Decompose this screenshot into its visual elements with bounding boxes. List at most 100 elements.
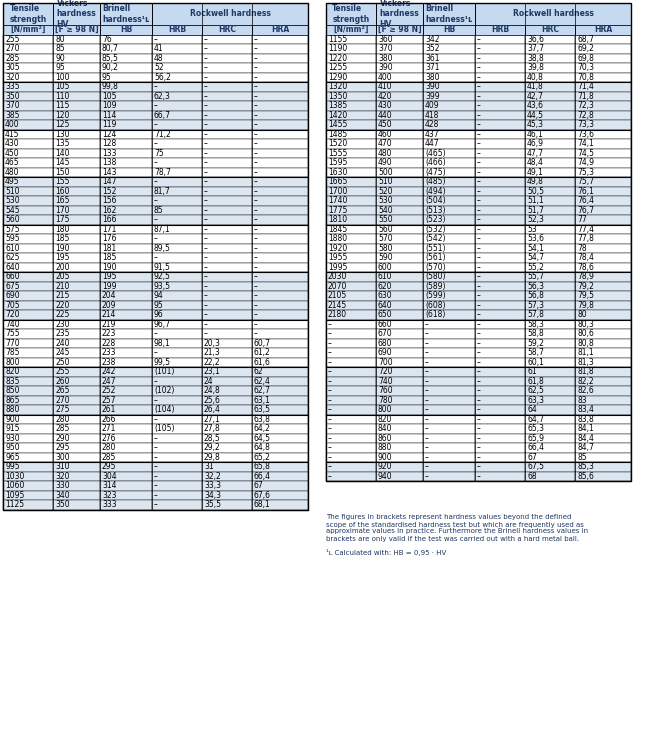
Text: 865: 865: [5, 395, 19, 404]
Text: 58,8: 58,8: [527, 330, 543, 338]
Text: 200: 200: [55, 263, 69, 271]
Text: (104): (104): [154, 405, 175, 414]
Text: 176: 176: [102, 234, 116, 243]
Bar: [252, 300, 308, 310]
Bar: [475, 414, 525, 424]
Bar: [575, 367, 631, 376]
Bar: [100, 500, 152, 510]
Bar: [423, 139, 475, 148]
Bar: [252, 101, 308, 110]
Bar: [423, 206, 475, 215]
Text: 880: 880: [378, 443, 392, 452]
Bar: [525, 414, 575, 424]
Bar: [376, 414, 423, 424]
Bar: [326, 177, 376, 187]
Bar: [525, 25, 575, 35]
Text: 21,3: 21,3: [204, 349, 221, 358]
Text: –: –: [477, 263, 481, 271]
Text: 55,7: 55,7: [527, 272, 544, 281]
Bar: [252, 253, 308, 262]
Text: 1955: 1955: [328, 253, 347, 262]
Bar: [575, 281, 631, 291]
Text: 38,8: 38,8: [527, 54, 543, 63]
Text: 1775: 1775: [328, 206, 347, 215]
Text: 510: 510: [378, 177, 393, 186]
Text: 310: 310: [55, 462, 69, 471]
Text: 185: 185: [102, 253, 116, 262]
Text: 23,1: 23,1: [204, 367, 221, 376]
Text: 78,9: 78,9: [577, 272, 594, 281]
Bar: [53, 168, 100, 177]
Text: 1155: 1155: [328, 35, 347, 44]
Bar: [475, 54, 525, 63]
Text: 52,3: 52,3: [527, 215, 544, 225]
Bar: [525, 101, 575, 110]
Text: 61,6: 61,6: [254, 358, 271, 367]
Bar: [423, 196, 475, 206]
Text: –: –: [328, 395, 332, 404]
Text: –: –: [204, 291, 208, 300]
Text: 360: 360: [378, 35, 393, 44]
Text: –: –: [154, 434, 158, 443]
Text: 90: 90: [55, 54, 65, 63]
Bar: [575, 462, 631, 472]
Bar: [525, 54, 575, 63]
Text: 1845: 1845: [328, 225, 347, 234]
Bar: [100, 54, 152, 63]
Bar: [326, 168, 376, 177]
Bar: [475, 253, 525, 262]
Bar: [475, 110, 525, 120]
Bar: [326, 101, 376, 110]
Text: 96: 96: [154, 310, 164, 319]
Text: 1555: 1555: [328, 149, 347, 158]
Bar: [202, 376, 252, 386]
Bar: [152, 101, 202, 110]
Text: 305: 305: [5, 64, 19, 73]
Bar: [423, 348, 475, 358]
Text: 285: 285: [102, 453, 116, 462]
Text: 84,1: 84,1: [577, 424, 594, 433]
Bar: [575, 339, 631, 348]
Text: 80,3: 80,3: [577, 320, 594, 329]
Bar: [575, 453, 631, 462]
Text: 24: 24: [204, 376, 214, 386]
Text: 600: 600: [378, 263, 393, 271]
Bar: [376, 225, 423, 234]
Bar: [575, 253, 631, 262]
Bar: [202, 253, 252, 262]
Bar: [152, 481, 202, 491]
Bar: [202, 73, 252, 82]
Bar: [326, 35, 376, 44]
Bar: [53, 329, 100, 339]
Text: –: –: [204, 215, 208, 225]
Text: –: –: [254, 234, 258, 243]
Bar: [423, 300, 475, 310]
Text: 320: 320: [55, 472, 69, 481]
Bar: [252, 281, 308, 291]
Text: 150: 150: [55, 168, 69, 177]
Bar: [53, 491, 100, 500]
Text: 74,1: 74,1: [577, 139, 594, 148]
Bar: [376, 215, 423, 225]
Bar: [252, 500, 308, 510]
Bar: [376, 243, 423, 253]
Text: –: –: [204, 206, 208, 215]
Bar: [376, 63, 423, 73]
Text: 60,1: 60,1: [527, 358, 544, 367]
Bar: [423, 262, 475, 272]
Bar: [252, 433, 308, 443]
Bar: [3, 281, 53, 291]
Bar: [3, 196, 53, 206]
Text: –: –: [204, 168, 208, 177]
Bar: [100, 177, 152, 187]
Text: 43,6: 43,6: [527, 101, 544, 110]
Bar: [53, 291, 100, 300]
Text: 63,3: 63,3: [527, 395, 544, 404]
Bar: [53, 262, 100, 272]
Bar: [53, 424, 100, 433]
Text: –: –: [328, 330, 332, 338]
Bar: [525, 158, 575, 168]
Bar: [423, 120, 475, 129]
Text: 210: 210: [55, 282, 69, 291]
Text: 266: 266: [102, 415, 116, 424]
